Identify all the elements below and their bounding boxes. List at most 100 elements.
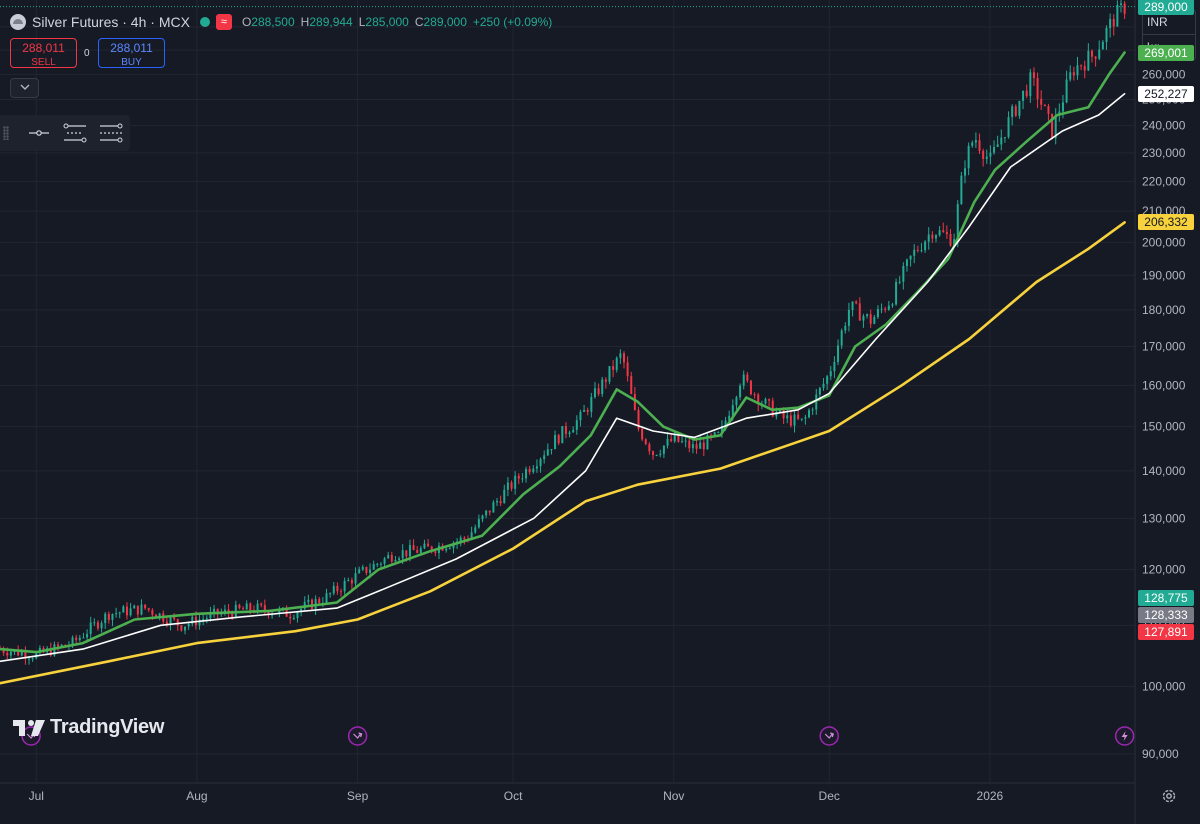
candle-body xyxy=(996,144,999,147)
candle-body xyxy=(612,366,615,370)
candle-body xyxy=(880,308,883,310)
low-value: 285,000 xyxy=(365,15,409,29)
candle-body xyxy=(1105,27,1108,42)
candle-body xyxy=(383,558,386,564)
candle-body xyxy=(310,599,313,609)
candle-body xyxy=(107,613,110,620)
wave-icon[interactable]: ≈ xyxy=(215,14,232,30)
gear-icon[interactable] xyxy=(1160,787,1178,805)
candle-body xyxy=(619,353,622,358)
candle-body xyxy=(477,519,480,528)
candle-body xyxy=(71,637,74,646)
candle-body xyxy=(655,454,658,456)
candle-body xyxy=(300,608,303,613)
candle-body xyxy=(180,625,183,631)
long-position-tool[interactable] xyxy=(93,115,129,151)
candle-body xyxy=(2,649,5,653)
tradingview-logo[interactable]: TradingView xyxy=(12,716,164,739)
event-glyph xyxy=(824,732,834,739)
time-axis-tick: Nov xyxy=(663,789,684,803)
candle-body xyxy=(956,204,959,240)
candle-body xyxy=(249,603,252,611)
candle-body xyxy=(808,410,811,418)
horizontal-line-tool[interactable] xyxy=(21,115,57,151)
candle-body xyxy=(463,537,466,540)
candle-body xyxy=(564,426,567,434)
candle-body xyxy=(416,550,419,553)
candle-body xyxy=(1043,104,1046,107)
candle-body xyxy=(474,527,477,533)
lightning-glyph xyxy=(1121,731,1128,741)
candle-body xyxy=(749,380,752,395)
candle-body xyxy=(401,550,404,559)
open-value: 288,500 xyxy=(251,15,295,29)
candle-body xyxy=(93,622,96,624)
event-icon[interactable] xyxy=(347,726,368,746)
candle-body xyxy=(104,613,107,624)
candle-body xyxy=(412,545,415,551)
lightning-icon[interactable] xyxy=(1114,726,1135,746)
candle-body xyxy=(173,617,176,620)
candle-body xyxy=(372,564,375,570)
candle-body xyxy=(231,612,234,618)
ohlc-values: O288,500 H289,944 L285,000 C289,000 +250… xyxy=(242,15,552,29)
symbol-title[interactable]: Silver Futures · 4h · MCX xyxy=(32,14,190,30)
price-axis-tick: 90,000 xyxy=(1142,747,1179,761)
spread-value: 0 xyxy=(84,48,90,59)
candle-body xyxy=(1025,90,1028,97)
candle-body xyxy=(325,593,328,603)
collapse-legend-button[interactable] xyxy=(10,78,39,98)
sell-button[interactable]: 288,011 SELL xyxy=(10,38,77,68)
candle-body xyxy=(365,566,368,574)
candle-body xyxy=(1051,113,1054,139)
candle-body xyxy=(361,566,364,570)
price-axis-tick: 120,000 xyxy=(1142,563,1186,577)
candle-body xyxy=(905,259,908,266)
time-axis-labels[interactable]: Jul Aug Sep Oct Nov Dec 2026 xyxy=(29,789,1004,803)
event-icon[interactable] xyxy=(819,726,839,746)
price-tag: 206,332 xyxy=(1138,214,1194,231)
time-axis-tick: Sep xyxy=(347,789,369,803)
time-axis-tick: Oct xyxy=(504,789,523,803)
buy-button[interactable]: 288,011 BUY xyxy=(98,38,165,68)
price-axis-tick: 230,000 xyxy=(1142,146,1186,160)
symbol-legend[interactable]: Silver Futures · 4h · MCX ≈ O288,500 H28… xyxy=(10,12,552,32)
settings-lines-tool[interactable] xyxy=(57,115,93,151)
candle-body xyxy=(133,605,136,609)
candle-body xyxy=(691,444,694,449)
candle-body xyxy=(245,603,248,610)
candle-body xyxy=(398,558,401,561)
candle-body xyxy=(521,478,524,480)
candle-body xyxy=(1083,66,1086,71)
candle-body xyxy=(1003,137,1006,139)
candle-body xyxy=(764,399,767,404)
event-markers[interactable] xyxy=(21,726,1135,746)
candle-body xyxy=(739,385,742,398)
candle-body xyxy=(390,554,393,562)
candle-body xyxy=(891,304,894,306)
candle-body xyxy=(1080,65,1083,67)
price-axis-tick: 140,000 xyxy=(1142,464,1186,478)
candle-body xyxy=(318,599,321,604)
candle-body xyxy=(931,234,934,239)
moving-average-lines xyxy=(0,51,1126,685)
currency-label[interactable]: INR xyxy=(1147,15,1168,29)
high-value: 289,944 xyxy=(309,15,353,29)
candle-body xyxy=(666,438,669,446)
candle-body xyxy=(546,449,549,456)
candle-body xyxy=(579,411,582,421)
candle-body xyxy=(637,409,640,429)
candle-body xyxy=(858,303,861,321)
candle-body xyxy=(151,609,154,615)
horizontal-line-tool-icon xyxy=(29,130,49,136)
candle-body xyxy=(263,605,266,611)
price-axis-tick: 260,000 xyxy=(1142,67,1186,81)
candle-body xyxy=(916,249,919,251)
candle-body xyxy=(6,652,9,656)
drag-grip-icon[interactable] xyxy=(3,126,9,140)
buy-price: 288,011 xyxy=(110,41,153,55)
candle-body xyxy=(659,453,662,455)
candle-body xyxy=(485,510,488,516)
candle-body xyxy=(989,152,992,157)
